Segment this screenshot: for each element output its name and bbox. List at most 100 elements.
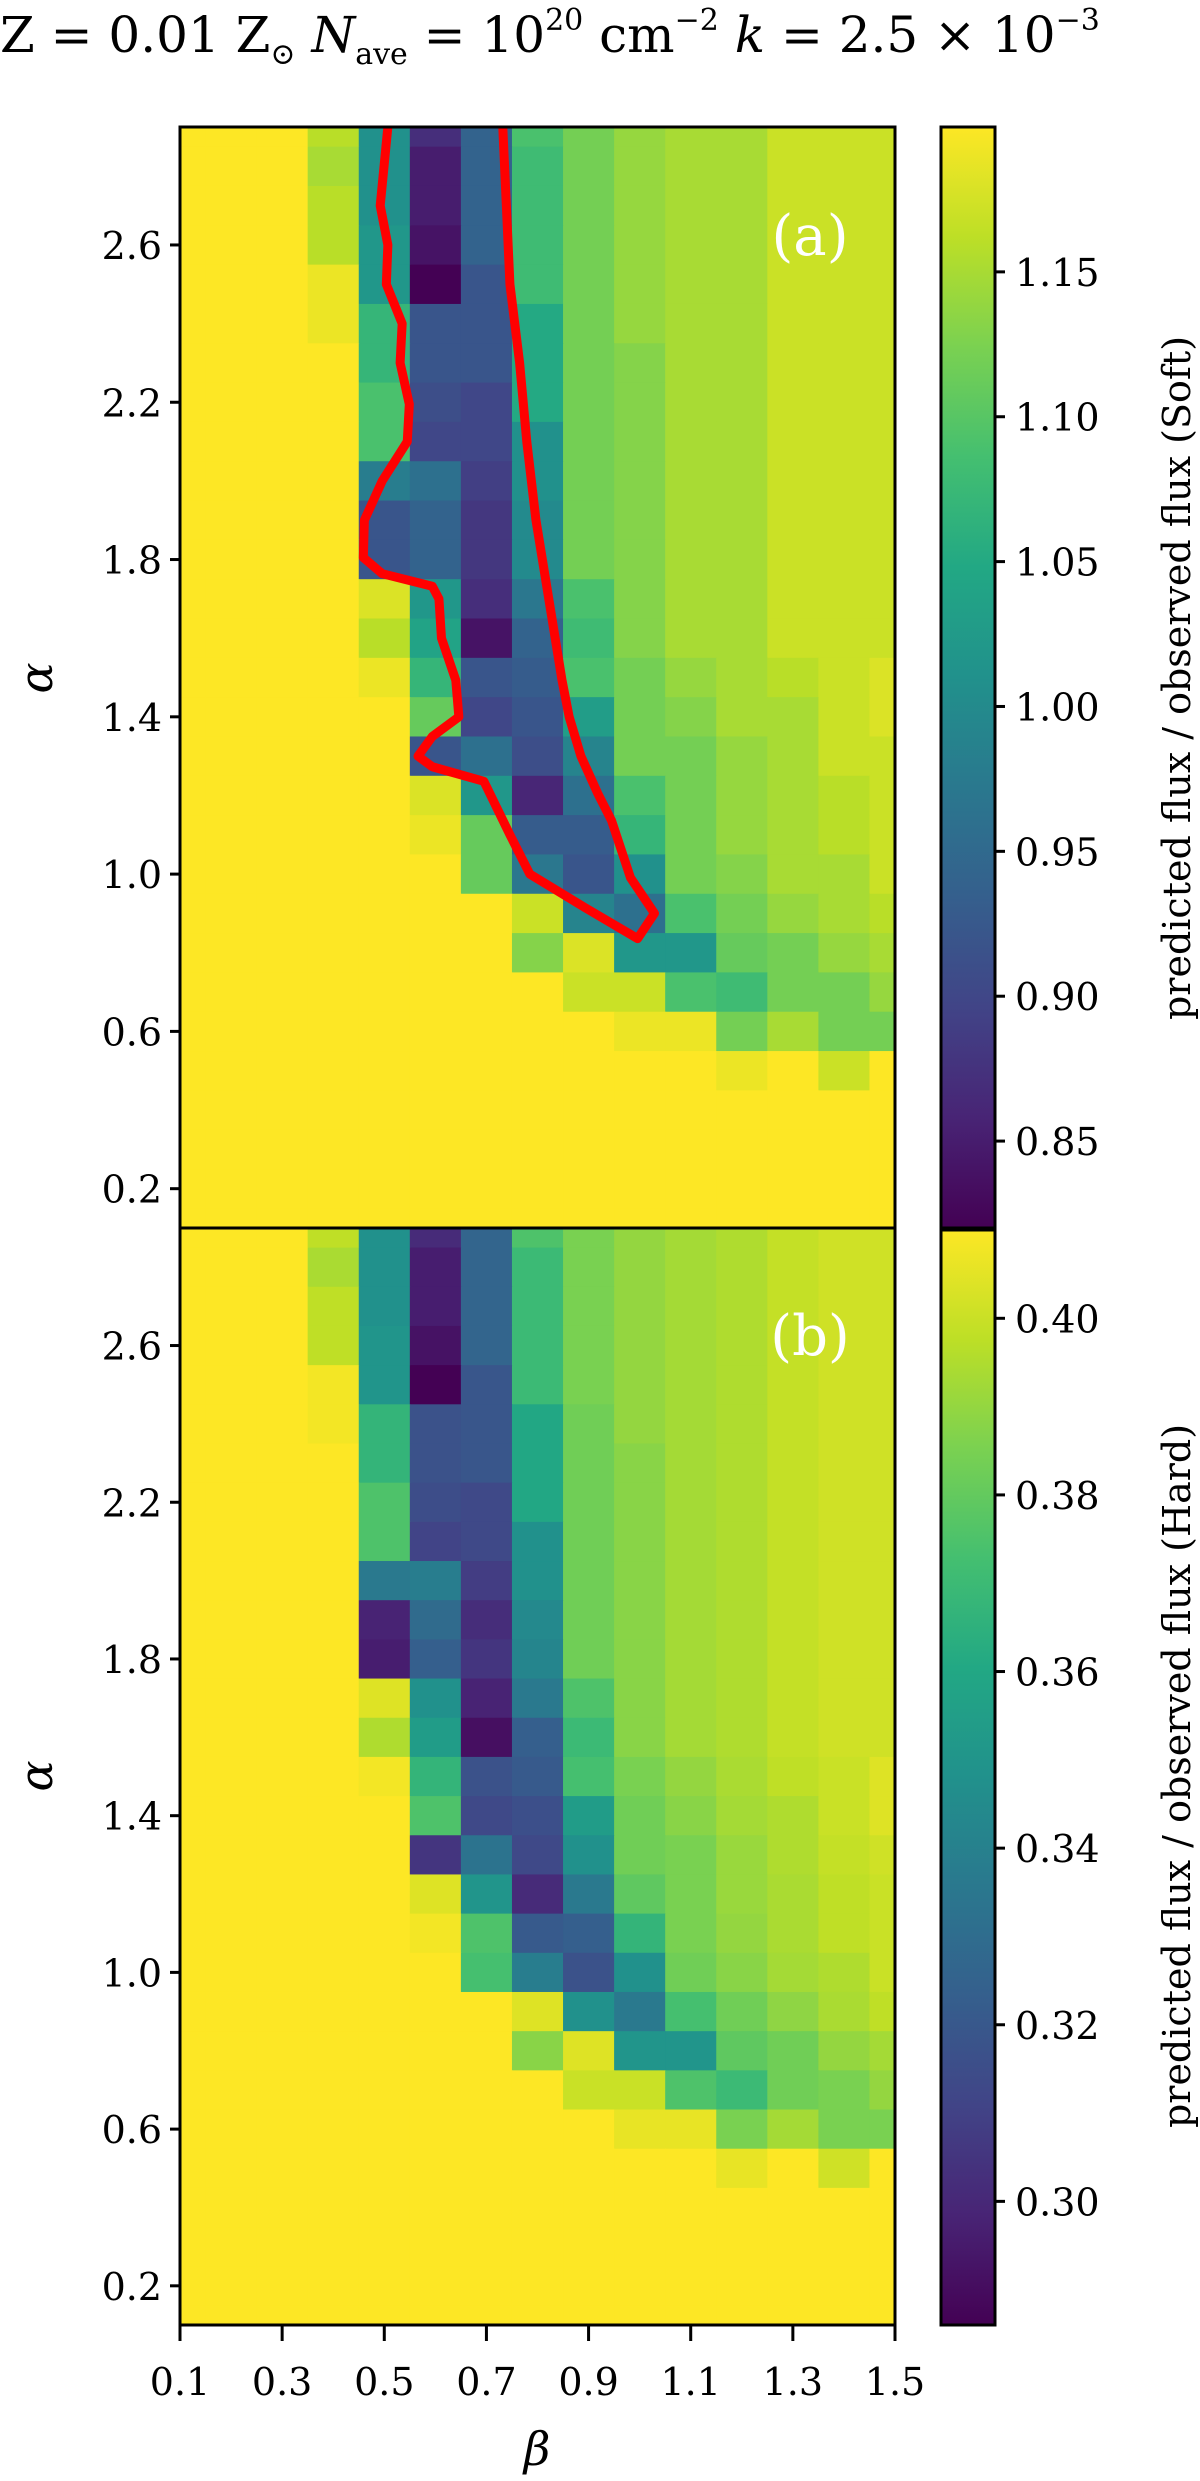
heatmap-cell	[818, 2070, 871, 2111]
heatmap-cell	[256, 972, 309, 1013]
heatmap-cell	[460, 343, 513, 384]
heatmap-cell	[358, 1991, 411, 2032]
heatmap-cell	[256, 1600, 309, 1640]
heatmap-cell	[818, 736, 871, 777]
heatmap-cell	[256, 618, 309, 659]
heatmap-cell	[563, 1443, 615, 1484]
y-tick-label: 1.4	[102, 696, 162, 740]
heatmap-cell	[511, 2266, 564, 2307]
heatmap-cell	[358, 1874, 411, 1915]
heatmap-cell	[818, 127, 871, 148]
heatmap-cell	[563, 1717, 615, 1758]
heatmap-cell	[665, 2148, 717, 2189]
heatmap-cell	[818, 264, 871, 305]
heatmap-cell	[358, 736, 411, 777]
heatmap-cell	[256, 264, 309, 305]
heatmap-cell	[563, 1678, 615, 1719]
heatmap-cell	[180, 1011, 207, 1052]
heatmap-cell	[511, 225, 564, 266]
heatmap-cell	[614, 1404, 666, 1445]
heatmap-cell	[818, 1639, 871, 1680]
heatmap-cell	[205, 1678, 258, 1719]
heatmap-cell	[460, 1521, 513, 1562]
heatmap-cell	[869, 1169, 895, 1209]
heatmap-cell	[563, 1247, 615, 1288]
heatmap-cell	[869, 1561, 895, 1601]
heatmap-cell	[409, 1228, 462, 1249]
heatmap-cell	[716, 1600, 768, 1640]
colorbar	[939, 1228, 997, 2327]
heatmap-cell	[716, 657, 768, 698]
heatmap-cell	[716, 146, 768, 187]
heatmap-cell	[409, 1835, 462, 1876]
heatmap-cell	[460, 2227, 513, 2267]
heatmap-cell	[358, 2305, 411, 2325]
heatmap-cell	[818, 2187, 871, 2228]
heatmap-cell	[563, 382, 615, 423]
heatmap-cell	[460, 893, 513, 934]
heatmap-cell	[409, 1129, 462, 1170]
heatmap-cell	[869, 2305, 895, 2325]
heatmap-cell	[307, 127, 360, 148]
heatmap-cell	[818, 657, 871, 698]
heatmap-cell	[818, 1404, 871, 1445]
heatmap-cell	[818, 1835, 871, 1876]
heatmap-cell	[869, 2227, 895, 2267]
colorbar-tick-label: 0.90	[1015, 975, 1100, 1019]
heatmap-cell	[205, 1991, 258, 2032]
heatmap-cell	[767, 421, 819, 462]
heatmap-cells	[180, 1228, 895, 2325]
heatmap-cell	[614, 1325, 666, 1366]
heatmap-cell	[716, 1228, 768, 1249]
heatmap-cell	[358, 2109, 411, 2150]
heatmap-cell	[665, 2070, 717, 2111]
heatmap-cell	[869, 972, 895, 1013]
heatmap-cell	[563, 1991, 615, 2032]
heatmap-cell	[869, 303, 895, 344]
heatmap-cell	[818, 1482, 871, 1523]
x-axis-label: β	[522, 2422, 551, 2476]
heatmap-cell	[716, 1991, 768, 2032]
heatmap-cell	[869, 127, 895, 148]
heatmap-cell	[716, 697, 768, 738]
heatmap-cell	[563, 1874, 615, 1915]
heatmap-cell	[460, 1874, 513, 1915]
heatmap-cell	[256, 382, 309, 423]
heatmap-cell	[767, 225, 819, 266]
heatmap-cell	[358, 657, 411, 698]
heatmap-cell	[307, 382, 360, 423]
heatmap-cell	[665, 461, 717, 502]
heatmap-cell	[767, 1991, 819, 2032]
heatmap-cell	[256, 815, 309, 856]
heatmap-cell	[614, 2109, 666, 2150]
heatmap-cell	[409, 972, 462, 1013]
colorbar-tick-label: 0.30	[1015, 2180, 1100, 2224]
heatmap-cell	[563, 264, 615, 305]
heatmap-cell	[767, 1404, 819, 1445]
heatmap-cell	[869, 461, 895, 502]
heatmap-cell	[614, 1874, 666, 1915]
heatmap-cell	[665, 618, 717, 659]
heatmap-cell	[767, 579, 819, 620]
heatmap-cell	[563, 1208, 615, 1228]
heatmap-cell	[665, 1796, 717, 1836]
heatmap-cell	[460, 2305, 513, 2325]
heatmap-cell	[256, 1835, 309, 1876]
heatmap-cell	[256, 933, 309, 974]
heatmap-cell	[614, 1011, 666, 1052]
heatmap-cell	[614, 146, 666, 187]
heatmap-cell	[180, 1404, 207, 1445]
heatmap-cell	[869, 343, 895, 384]
heatmap-cell	[180, 382, 207, 423]
title-n-unit-exp: −2	[674, 3, 719, 38]
heatmap-cell	[205, 1051, 258, 1091]
y-tick-label: 1.8	[102, 539, 162, 583]
heatmap-cell	[358, 579, 411, 620]
heatmap-cell	[409, 1208, 462, 1228]
heatmap-cell	[869, 736, 895, 777]
heatmap-cell	[409, 185, 462, 226]
heatmap-cell	[716, 185, 768, 226]
heatmap-cell	[665, 264, 717, 305]
heatmap-cell	[563, 146, 615, 187]
